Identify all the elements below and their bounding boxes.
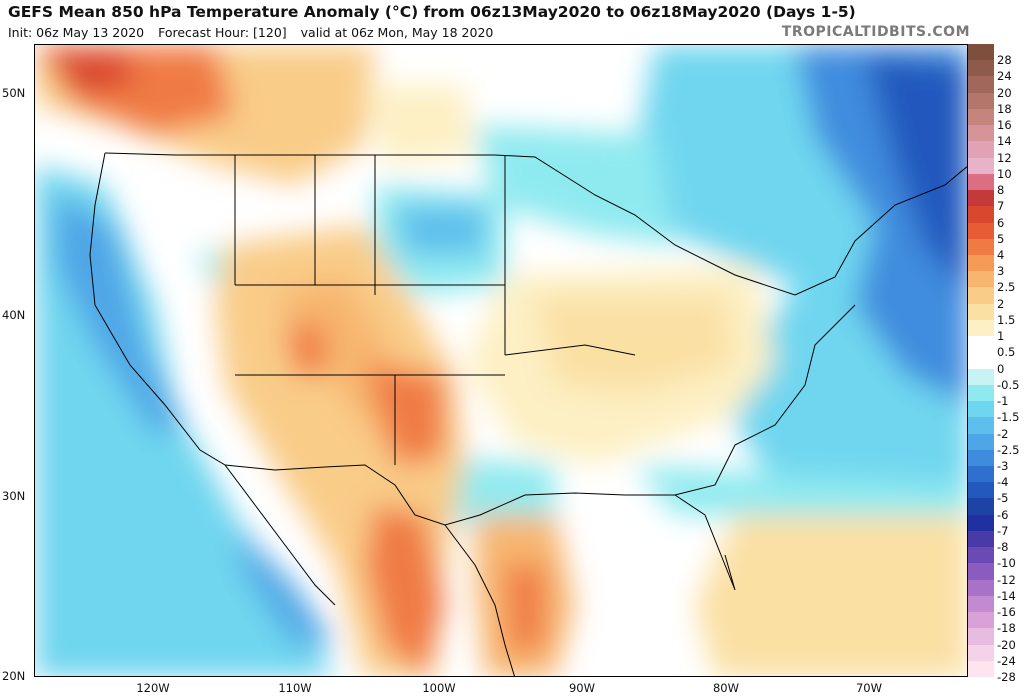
colorbar-swatch xyxy=(968,466,994,483)
anomaly-map xyxy=(34,44,968,677)
colorbar-label: -16 xyxy=(997,605,1016,620)
colorbar-label: 10 xyxy=(997,166,1012,181)
colorbar-swatch xyxy=(968,449,994,467)
colorbar-swatch xyxy=(968,60,994,77)
colorbar-label: 3 xyxy=(997,264,1005,279)
colorbar-swatch xyxy=(968,303,994,321)
colorbar-label: 1.5 xyxy=(997,312,1016,327)
lat-label-40n: 40N xyxy=(2,308,26,322)
forecast-hour: Forecast Hour: [120] xyxy=(158,25,287,40)
colorbar-swatch xyxy=(968,190,994,207)
colorbar-swatch xyxy=(968,319,994,337)
colorbar-swatch xyxy=(968,417,994,435)
colorbar-swatch xyxy=(968,141,994,159)
colorbar-label: -7 xyxy=(997,523,1009,538)
colorbar-label: -28 xyxy=(997,670,1016,684)
colorbar-swatch xyxy=(968,92,994,110)
colorbar-label: -1.5 xyxy=(997,410,1020,425)
colorbar-swatch xyxy=(968,222,994,240)
colorbar-swatch xyxy=(968,563,994,581)
colorbar-swatch xyxy=(968,595,994,613)
colorbar-label: -5 xyxy=(997,491,1009,506)
lat-label-30n: 30N xyxy=(2,489,26,503)
lon-label-120w: 120W xyxy=(136,681,170,695)
colorbar-swatch xyxy=(968,384,994,402)
init-time: Init: 06z May 13 2020 xyxy=(8,25,145,40)
colorbar-swatch xyxy=(968,433,994,451)
colorbar-label: 2 xyxy=(997,296,1005,311)
colorbar-label: 0 xyxy=(997,361,1005,376)
colorbar-label: -0.5 xyxy=(997,377,1020,392)
chart-subtitle: Init: 06z May 13 2020 Forecast Hour: [12… xyxy=(8,25,503,40)
colorbar-label: 12 xyxy=(997,150,1012,165)
colorbar-label: 4 xyxy=(997,248,1005,262)
map-outlines xyxy=(89,152,967,676)
colorbar-swatch xyxy=(968,255,994,272)
colorbar-label: -18 xyxy=(997,621,1016,636)
map-canvas xyxy=(35,45,967,676)
colorbar-swatch xyxy=(968,108,994,126)
colorbar-swatch xyxy=(968,76,994,94)
colorbar-swatch xyxy=(968,612,994,629)
lon-label-80w: 80W xyxy=(712,681,740,695)
colorbar-swatch xyxy=(968,628,994,646)
colorbar-label: -1 xyxy=(997,394,1009,409)
colorbar-label: 2.5 xyxy=(997,280,1016,295)
colorbar-label: 20 xyxy=(997,85,1012,100)
colorbar-swatch xyxy=(968,44,994,61)
colorbar-swatch xyxy=(968,498,994,516)
colorbar-swatch xyxy=(968,352,994,370)
colorbar-label: 18 xyxy=(997,101,1012,116)
colorbar-label: 8 xyxy=(997,183,1005,198)
lon-label-90w: 90W xyxy=(568,681,596,695)
colorbar-label: 1 xyxy=(997,329,1005,344)
colorbar-swatch xyxy=(968,238,994,256)
brand-watermark: TROPICALTIDBITS.COM xyxy=(781,24,970,40)
anomaly-field xyxy=(35,45,967,676)
colorbar-swatch xyxy=(968,125,994,142)
lat-label-20n: 20N xyxy=(2,669,26,683)
colorbar-label: -8 xyxy=(997,540,1009,555)
colorbar-swatch xyxy=(968,271,994,288)
colorbar-swatch xyxy=(968,644,994,662)
colorbar-swatch xyxy=(968,206,994,224)
colorbar-label: -4 xyxy=(997,475,1009,490)
colorbar-swatch xyxy=(968,547,994,564)
colorbar-swatch xyxy=(968,401,994,418)
colorbar-label: 7 xyxy=(997,199,1005,214)
colorbar-label: -12 xyxy=(997,572,1016,587)
colorbar-label: -6 xyxy=(997,507,1009,522)
colorbar xyxy=(968,44,994,678)
colorbar-label: -3 xyxy=(997,459,1009,473)
valid-time: valid at 06z Mon, May 18 2020 xyxy=(300,25,494,40)
colorbar-label: -20 xyxy=(997,637,1016,652)
colorbar-label: -24 xyxy=(997,653,1016,668)
colorbar-swatch xyxy=(968,157,994,175)
lat-label-50n: 50N xyxy=(2,86,26,100)
colorbar-swatch xyxy=(968,660,994,678)
colorbar-swatch xyxy=(968,514,994,532)
colorbar-label: 14 xyxy=(997,134,1012,149)
colorbar-swatch xyxy=(968,336,994,353)
colorbar-label: 6 xyxy=(997,215,1005,230)
colorbar-swatch xyxy=(968,482,994,499)
colorbar-label: -14 xyxy=(997,588,1016,603)
colorbar-label: 5 xyxy=(997,231,1005,246)
colorbar-label: -2.5 xyxy=(997,442,1020,457)
colorbar-label: -2 xyxy=(997,426,1009,441)
lon-label-70w: 70W xyxy=(855,681,883,695)
colorbar-swatch xyxy=(968,579,994,597)
colorbar-label: 0.5 xyxy=(997,345,1016,360)
colorbar-swatch xyxy=(968,368,994,386)
colorbar-label: 24 xyxy=(997,69,1012,84)
colorbar-label: -10 xyxy=(997,556,1016,571)
colorbar-swatch xyxy=(968,173,994,191)
lon-label-100w: 100W xyxy=(422,681,456,695)
colorbar-label: 16 xyxy=(997,118,1012,133)
colorbar-label: 28 xyxy=(997,53,1012,68)
colorbar-swatch xyxy=(968,530,994,548)
chart-title: GEFS Mean 850 hPa Temperature Anomaly (°… xyxy=(8,3,856,21)
lon-label-110w: 110W xyxy=(278,681,312,695)
colorbar-swatch xyxy=(968,287,994,305)
